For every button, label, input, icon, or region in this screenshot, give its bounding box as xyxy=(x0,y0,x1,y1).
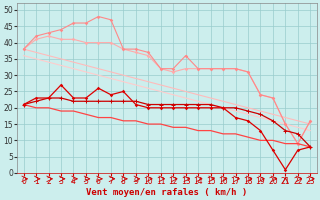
X-axis label: Vent moyen/en rafales ( km/h ): Vent moyen/en rafales ( km/h ) xyxy=(86,188,248,197)
